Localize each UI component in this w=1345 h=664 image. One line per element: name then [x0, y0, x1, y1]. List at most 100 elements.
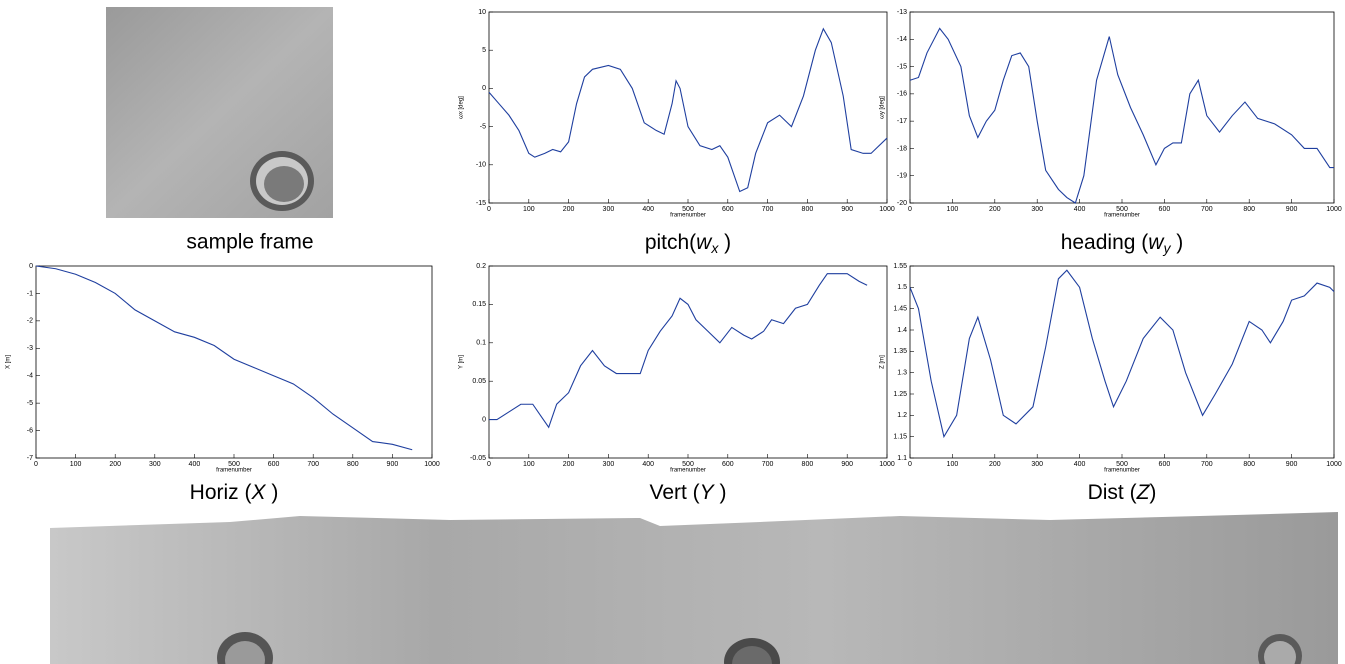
- x-tick-label: 400: [189, 461, 201, 468]
- y-tick-label: 0: [482, 416, 486, 423]
- y-tick-label: 1.4: [897, 327, 907, 334]
- x-tick-label: 600: [1159, 206, 1171, 213]
- x-tick-label: 0: [34, 461, 38, 468]
- x-tick-label: 700: [1201, 461, 1213, 468]
- caption-part: Dist (: [1088, 481, 1137, 504]
- x-tick-label: 700: [307, 461, 319, 468]
- x-tick-label: 100: [947, 206, 959, 213]
- x-tick-label: 0: [487, 461, 491, 468]
- y-tick-label: -19: [897, 173, 907, 180]
- plot-frame: [488, 11, 888, 204]
- caption-part: ): [1170, 231, 1183, 254]
- x-tick-label: 800: [347, 461, 359, 468]
- y-tick-label: 1.3: [897, 370, 907, 377]
- x-tick-label: 0: [487, 206, 491, 213]
- caption-part: ): [1149, 481, 1156, 504]
- plot-frame: [909, 265, 1335, 459]
- x-tick-label: 900: [1286, 206, 1298, 213]
- x-tick-label: 200: [563, 461, 575, 468]
- y-tick-label: -2: [27, 318, 33, 325]
- x-tick-label: 900: [1286, 461, 1298, 468]
- y-tick-label: -1: [27, 290, 33, 297]
- y-tick-label: -3: [27, 345, 33, 352]
- x-axis-label: framenumber: [1104, 468, 1140, 474]
- sample-frame-image: [106, 7, 333, 218]
- x-tick-label: 900: [841, 461, 853, 468]
- y-axis-label: ωx [deg]: [459, 96, 465, 119]
- x-tick-label: 1000: [1326, 206, 1342, 213]
- y-tick-label: 1.2: [897, 412, 907, 419]
- x-tick-label: 0: [908, 206, 912, 213]
- mosaic-image: [50, 512, 1338, 664]
- y-axis-label: X [m]: [6, 355, 12, 369]
- x-tick-label: 600: [722, 461, 734, 468]
- data-line: [488, 27, 888, 193]
- x-tick-label: 700: [1201, 206, 1213, 213]
- caption-part: w: [1148, 231, 1165, 254]
- y-axis-label: Y [m]: [459, 355, 465, 369]
- y-tick-label: 1.25: [893, 391, 907, 398]
- y-tick-label: -15: [897, 63, 907, 70]
- y-tick-label: -15: [476, 200, 486, 207]
- x-tick-label: 400: [1074, 461, 1086, 468]
- y-tick-label: -4: [27, 373, 33, 380]
- caption-part: Vert (: [649, 481, 699, 504]
- y-tick-label: 0: [482, 85, 486, 92]
- caption-part: Y: [700, 481, 716, 504]
- plot-frame: [488, 265, 888, 459]
- y-tick-label: 1.5: [897, 284, 907, 291]
- x-tick-label: 800: [802, 206, 814, 213]
- x-tick-label: 800: [1243, 206, 1255, 213]
- caption-part: pitch(: [645, 231, 696, 254]
- x-tick-label: 900: [387, 461, 399, 468]
- x-tick-label: 500: [1116, 206, 1128, 213]
- y-tick-label: -18: [897, 145, 907, 152]
- plot-frame: [35, 265, 433, 459]
- caption-part: ): [718, 231, 731, 254]
- x-tick-label: 800: [802, 461, 814, 468]
- x-tick-label: 600: [722, 206, 734, 213]
- y-axis-label: ωy [deg]: [880, 96, 886, 119]
- x-tick-label: 600: [1159, 461, 1171, 468]
- chart-caption: heading (wy ): [1061, 231, 1184, 256]
- x-tick-label: 300: [603, 206, 615, 213]
- y-axis-label: Z [m]: [880, 355, 886, 369]
- image-caption: sample frame: [186, 231, 313, 254]
- caption-part: x: [710, 240, 719, 256]
- y-tick-label: 0.2: [476, 263, 486, 270]
- x-tick-label: 1000: [1326, 461, 1342, 468]
- y-tick-label: -5: [27, 400, 33, 407]
- y-tick-label: -16: [897, 91, 907, 98]
- y-tick-label: -7: [27, 455, 33, 462]
- x-tick-label: 300: [1031, 461, 1043, 468]
- plot-frame: [909, 11, 1335, 204]
- x-tick-label: 600: [268, 461, 280, 468]
- x-tick-label: 200: [109, 461, 121, 468]
- x-tick-label: 1000: [879, 206, 895, 213]
- y-tick-label: 0.05: [472, 378, 486, 385]
- x-tick-label: 200: [989, 206, 1001, 213]
- x-tick-label: 0: [908, 461, 912, 468]
- y-tick-label: -17: [897, 118, 907, 125]
- x-tick-label: 400: [642, 206, 654, 213]
- caption-part: ): [266, 481, 279, 504]
- chart-caption: Vert (Y ): [649, 481, 726, 504]
- y-tick-label: 1.45: [893, 306, 907, 313]
- chart-caption: Horiz (X ): [190, 481, 279, 504]
- data-line: [909, 27, 1334, 204]
- y-tick-label: -10: [476, 162, 486, 169]
- x-tick-label: 100: [523, 461, 535, 468]
- x-tick-label: 800: [1243, 461, 1255, 468]
- y-tick-label: -13: [897, 9, 907, 16]
- x-tick-label: 300: [149, 461, 161, 468]
- y-tick-label: 1.15: [893, 434, 907, 441]
- chart-caption: Dist (Z): [1088, 481, 1157, 504]
- x-axis-label: framenumber: [1104, 213, 1140, 219]
- x-tick-label: 500: [682, 206, 694, 213]
- x-tick-label: 100: [70, 461, 82, 468]
- x-tick-label: 700: [762, 461, 774, 468]
- caption-part: w: [696, 231, 713, 254]
- x-tick-label: 700: [762, 206, 774, 213]
- x-tick-label: 500: [228, 461, 240, 468]
